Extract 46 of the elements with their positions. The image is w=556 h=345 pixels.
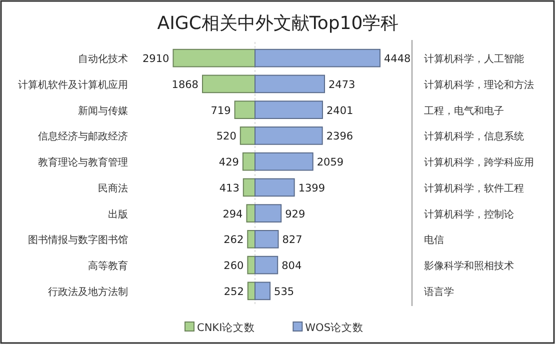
- y-tick-label: 计算机科学，理论和方法: [424, 78, 534, 91]
- y-tick-label: 自动化技术: [78, 53, 128, 66]
- data-label: 827: [282, 234, 302, 246]
- y-tick-label: 语言学: [424, 286, 454, 298]
- data-label: 2910: [142, 53, 170, 66]
- data-label: 1399: [298, 182, 326, 194]
- legend-label: CNKI论文数: [197, 321, 256, 334]
- data-label: 2401: [326, 104, 354, 117]
- data-label: 2473: [328, 78, 356, 91]
- data-label: 520: [216, 130, 236, 143]
- y-tick-label: 计算机科学，信息系统: [424, 130, 524, 143]
- bar: [242, 152, 256, 171]
- y-tick-label: 教育理论与教育管理: [38, 156, 128, 169]
- bar: [240, 126, 256, 145]
- data-label: 260: [224, 260, 244, 272]
- y-tick-label: 计算机科学，跨学科应用: [424, 156, 534, 169]
- y-tick-label: 行政法及地方法制: [48, 286, 128, 298]
- data-label: 719: [210, 104, 231, 117]
- y-tick-label: 信息经济与邮政经济: [38, 130, 128, 143]
- data-label: 413: [219, 182, 240, 194]
- data-label: 4448: [384, 53, 411, 66]
- data-label: 804: [282, 260, 302, 272]
- data-label: 1868: [172, 78, 199, 91]
- legend-label: WOS论文数: [305, 321, 364, 334]
- data-label: 929: [285, 208, 306, 220]
- y-tick-label: 民商法: [98, 182, 128, 194]
- bar: [234, 100, 256, 119]
- y-tick-label: 计算机软件及计算机应用: [18, 78, 128, 91]
- y-tick-label: 计算机科学，软件工程: [424, 182, 524, 194]
- data-label: 2396: [326, 130, 354, 143]
- data-label: 294: [222, 208, 244, 220]
- y-tick-label: 图书情报与数字图书馆: [28, 234, 128, 246]
- data-label: 2059: [316, 156, 344, 169]
- data-label: 429: [218, 156, 239, 169]
- y-tick-label: 高等教育: [88, 260, 128, 272]
- y-tick-label: 电信: [424, 234, 444, 246]
- chart-title: AIGC相关中外文献Top10学科: [157, 13, 399, 34]
- y-tick-label: 计算机科学，人工智能: [424, 53, 524, 66]
- y-tick-label: 计算机科学，控制论: [424, 208, 514, 220]
- data-label: 252: [224, 286, 244, 298]
- y-tick-label: 出版: [108, 208, 128, 220]
- data-label: 262: [224, 234, 244, 246]
- y-tick-label: 影像科学和照相技术: [424, 260, 514, 272]
- data-label: 535: [274, 286, 294, 298]
- y-tick-label: 新闻与传媒: [78, 104, 128, 117]
- y-tick-label: 工程，电气和电子: [424, 104, 504, 117]
